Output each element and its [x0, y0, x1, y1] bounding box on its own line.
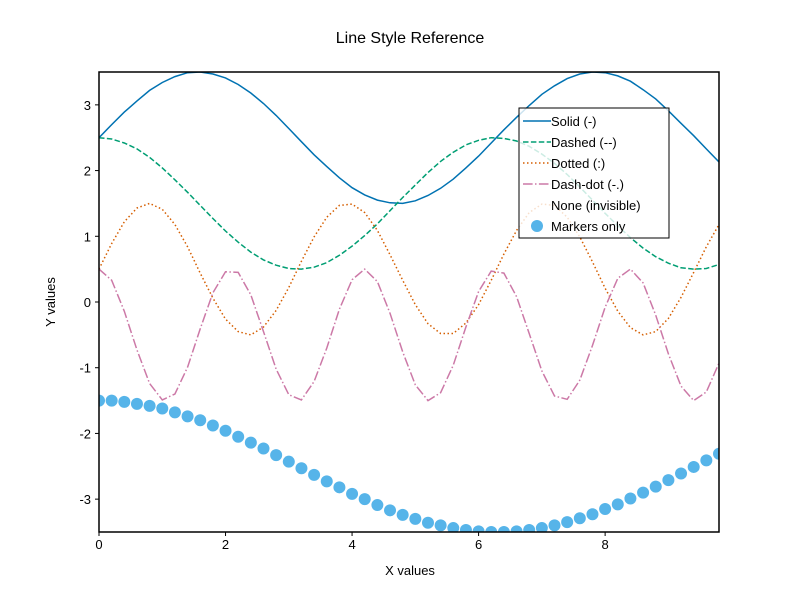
legend-box [518, 107, 670, 239]
marker-point [447, 522, 460, 532]
y-tick-label: 3 [84, 98, 91, 113]
marker-point [599, 503, 612, 515]
marker-point [270, 449, 283, 462]
legend-marker-markers-only [531, 220, 543, 232]
legend-label: Dashed (--) [551, 135, 617, 150]
plot-frame [98, 71, 720, 533]
x-tick-label: 2 [222, 537, 229, 552]
x-tick-label: 6 [475, 537, 482, 552]
x-tick-label: 4 [348, 537, 355, 552]
series-line-dotted [99, 202, 719, 336]
chart-title: Line Style Reference [336, 30, 485, 47]
y-axis-label: Y values [43, 277, 58, 327]
x-tick-label: 0 [95, 537, 102, 552]
marker-point [586, 508, 599, 521]
legend: Solid (-) Dashed (--) Dotted (:) Dash-dot (… [518, 107, 670, 239]
marker-point [358, 493, 371, 506]
marker-point [523, 524, 536, 532]
series-line-dash-dot [99, 268, 719, 402]
marker-point [99, 394, 105, 407]
marker-point [320, 475, 333, 488]
legend-label: Dash-dot (-.) [551, 177, 624, 192]
marker-point [485, 526, 498, 532]
marker-point [459, 524, 472, 532]
marker-point [130, 397, 143, 410]
marker-point [333, 481, 346, 494]
marker-point [561, 516, 574, 529]
marker-point [384, 504, 397, 517]
marker-point [611, 498, 624, 511]
marker-point [687, 460, 700, 473]
marker-point [181, 410, 194, 423]
marker-point [573, 512, 586, 525]
legend-label: Markers only [551, 219, 626, 234]
marker-point [497, 526, 510, 532]
marker-point [675, 467, 688, 480]
marker-point [105, 394, 118, 407]
marker-point [396, 508, 409, 521]
marker-point [472, 525, 485, 532]
marker-point [421, 516, 434, 529]
marker-point [194, 414, 207, 427]
marker-point [308, 468, 321, 481]
marker-point [118, 395, 131, 408]
marker-point [206, 419, 219, 432]
marker-point [434, 519, 447, 532]
marker-point [156, 402, 169, 415]
marker-point [700, 454, 713, 467]
marker-point [295, 462, 308, 475]
y-tick-label: 2 [84, 164, 91, 179]
marker-point [244, 436, 257, 449]
marker-point [219, 424, 232, 437]
marker-point [282, 455, 295, 468]
marker-point [637, 486, 650, 499]
marker-point [649, 480, 662, 493]
marker-point [257, 442, 270, 455]
marker-point [143, 399, 156, 412]
y-tick-label: -1 [79, 361, 91, 376]
marker-point [624, 492, 637, 505]
marker-point [662, 474, 675, 487]
legend-label: None (invisible) [551, 198, 641, 213]
legend-label: Dotted (:) [551, 156, 605, 171]
marker-point [168, 406, 181, 419]
legend-label: Solid (-) [551, 114, 597, 129]
marker-point [346, 487, 359, 500]
y-tick-label: -2 [79, 426, 91, 441]
marker-point [535, 522, 548, 532]
marker-point [713, 447, 719, 460]
y-tick-label: 0 [84, 295, 91, 310]
x-axis-label: X values [385, 563, 435, 578]
y-tick-label: 1 [84, 229, 91, 244]
y-tick-label: -3 [79, 492, 91, 507]
marker-point [409, 512, 422, 525]
marker-point [548, 519, 561, 532]
marker-point [371, 499, 384, 512]
marker-point [232, 430, 245, 443]
x-tick-label: 8 [602, 537, 609, 552]
marker-point [510, 525, 523, 532]
